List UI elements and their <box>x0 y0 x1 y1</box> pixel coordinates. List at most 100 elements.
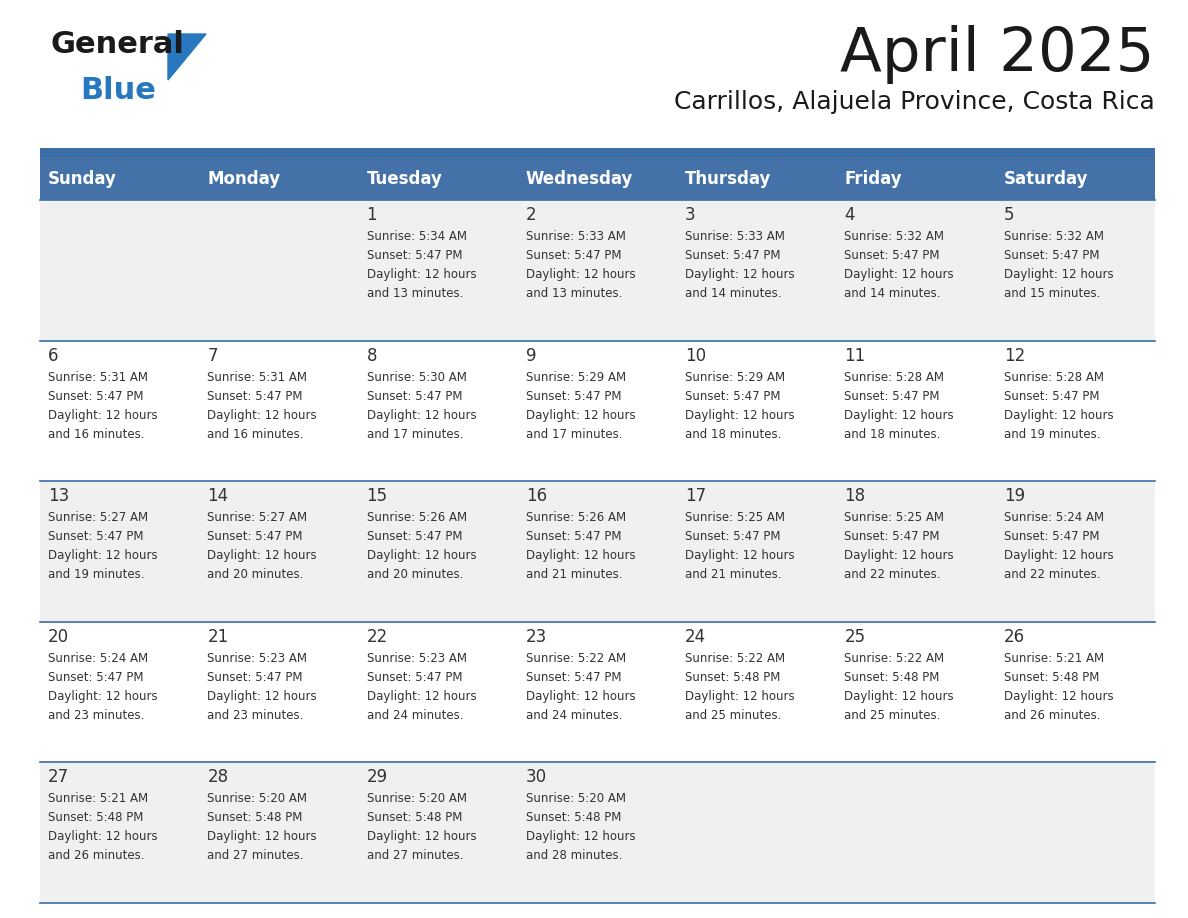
Text: Daylight: 12 hours: Daylight: 12 hours <box>367 549 476 562</box>
Text: Sunset: 5:47 PM: Sunset: 5:47 PM <box>207 531 303 543</box>
Text: Sunset: 5:48 PM: Sunset: 5:48 PM <box>207 812 303 824</box>
Text: Sunset: 5:47 PM: Sunset: 5:47 PM <box>367 671 462 684</box>
Text: and 27 minutes.: and 27 minutes. <box>207 849 304 862</box>
Text: and 22 minutes.: and 22 minutes. <box>845 568 941 581</box>
Text: Sunrise: 5:27 AM: Sunrise: 5:27 AM <box>48 511 148 524</box>
Text: and 19 minutes.: and 19 minutes. <box>1004 428 1100 441</box>
Text: Daylight: 12 hours: Daylight: 12 hours <box>1004 268 1113 281</box>
Text: and 16 minutes.: and 16 minutes. <box>48 428 145 441</box>
Text: Carrillos, Alajuela Province, Costa Rica: Carrillos, Alajuela Province, Costa Rica <box>675 90 1155 114</box>
Text: Daylight: 12 hours: Daylight: 12 hours <box>685 689 795 703</box>
Text: Sunset: 5:47 PM: Sunset: 5:47 PM <box>526 389 621 403</box>
Text: and 13 minutes.: and 13 minutes. <box>367 287 463 300</box>
Text: 8: 8 <box>367 347 377 364</box>
Text: 16: 16 <box>526 487 546 505</box>
Text: Sunrise: 5:26 AM: Sunrise: 5:26 AM <box>367 511 467 524</box>
Text: 15: 15 <box>367 487 387 505</box>
Text: 5: 5 <box>1004 206 1015 224</box>
Text: Daylight: 12 hours: Daylight: 12 hours <box>1004 549 1113 562</box>
Bar <box>200 157 359 200</box>
Text: 9: 9 <box>526 347 536 364</box>
Text: Daylight: 12 hours: Daylight: 12 hours <box>207 409 317 421</box>
Text: Daylight: 12 hours: Daylight: 12 hours <box>526 689 636 703</box>
Text: and 16 minutes.: and 16 minutes. <box>207 428 304 441</box>
Text: Thursday: Thursday <box>685 170 771 187</box>
Text: Daylight: 12 hours: Daylight: 12 hours <box>1004 689 1113 703</box>
Bar <box>40 157 200 200</box>
Text: 23: 23 <box>526 628 548 645</box>
Text: 14: 14 <box>207 487 228 505</box>
Text: Sunrise: 5:20 AM: Sunrise: 5:20 AM <box>367 792 467 805</box>
Text: and 26 minutes.: and 26 minutes. <box>48 849 145 862</box>
Text: Daylight: 12 hours: Daylight: 12 hours <box>48 549 158 562</box>
Text: Daylight: 12 hours: Daylight: 12 hours <box>526 831 636 844</box>
Text: Daylight: 12 hours: Daylight: 12 hours <box>48 689 158 703</box>
Text: Daylight: 12 hours: Daylight: 12 hours <box>207 831 317 844</box>
Text: Sunrise: 5:31 AM: Sunrise: 5:31 AM <box>207 371 308 384</box>
Text: Daylight: 12 hours: Daylight: 12 hours <box>207 549 317 562</box>
Text: and 14 minutes.: and 14 minutes. <box>685 287 782 300</box>
Text: Sunset: 5:47 PM: Sunset: 5:47 PM <box>48 531 144 543</box>
Text: Sunrise: 5:24 AM: Sunrise: 5:24 AM <box>1004 511 1104 524</box>
Text: Sunrise: 5:23 AM: Sunrise: 5:23 AM <box>207 652 308 665</box>
Text: Sunrise: 5:20 AM: Sunrise: 5:20 AM <box>526 792 626 805</box>
Text: Daylight: 12 hours: Daylight: 12 hours <box>48 831 158 844</box>
Bar <box>40 763 1155 903</box>
Bar <box>40 481 1155 621</box>
Text: and 21 minutes.: and 21 minutes. <box>685 568 782 581</box>
Text: Sunrise: 5:31 AM: Sunrise: 5:31 AM <box>48 371 148 384</box>
Text: Daylight: 12 hours: Daylight: 12 hours <box>526 409 636 421</box>
Text: Sunset: 5:48 PM: Sunset: 5:48 PM <box>1004 671 1099 684</box>
Bar <box>40 148 1155 157</box>
Bar <box>40 621 1155 763</box>
Text: 25: 25 <box>845 628 866 645</box>
Text: Tuesday: Tuesday <box>367 170 442 187</box>
Text: and 20 minutes.: and 20 minutes. <box>207 568 304 581</box>
Text: Sunset: 5:47 PM: Sunset: 5:47 PM <box>526 249 621 262</box>
Bar <box>836 157 996 200</box>
Text: Sunset: 5:47 PM: Sunset: 5:47 PM <box>1004 531 1099 543</box>
Text: and 28 minutes.: and 28 minutes. <box>526 849 623 862</box>
Text: Sunset: 5:47 PM: Sunset: 5:47 PM <box>845 531 940 543</box>
Text: Sunset: 5:47 PM: Sunset: 5:47 PM <box>367 389 462 403</box>
Text: and 18 minutes.: and 18 minutes. <box>685 428 782 441</box>
Text: Monday: Monday <box>207 170 280 187</box>
Text: Sunset: 5:47 PM: Sunset: 5:47 PM <box>526 671 621 684</box>
Text: Sunset: 5:47 PM: Sunset: 5:47 PM <box>1004 389 1099 403</box>
Text: Sunset: 5:47 PM: Sunset: 5:47 PM <box>48 671 144 684</box>
Text: 3: 3 <box>685 206 696 224</box>
Text: 7: 7 <box>207 347 217 364</box>
Text: Sunset: 5:47 PM: Sunset: 5:47 PM <box>845 389 940 403</box>
Text: 19: 19 <box>1004 487 1025 505</box>
Text: Sunrise: 5:27 AM: Sunrise: 5:27 AM <box>207 511 308 524</box>
Text: 21: 21 <box>207 628 228 645</box>
Text: Daylight: 12 hours: Daylight: 12 hours <box>845 268 954 281</box>
Text: 28: 28 <box>207 768 228 787</box>
Text: Daylight: 12 hours: Daylight: 12 hours <box>845 549 954 562</box>
Text: 27: 27 <box>48 768 69 787</box>
Text: Sunrise: 5:22 AM: Sunrise: 5:22 AM <box>685 652 785 665</box>
Bar <box>40 341 1155 481</box>
Text: and 23 minutes.: and 23 minutes. <box>48 709 145 722</box>
Text: Sunrise: 5:21 AM: Sunrise: 5:21 AM <box>1004 652 1104 665</box>
Text: Sunset: 5:47 PM: Sunset: 5:47 PM <box>367 249 462 262</box>
Bar <box>359 157 518 200</box>
Text: Sunrise: 5:29 AM: Sunrise: 5:29 AM <box>526 371 626 384</box>
Text: Daylight: 12 hours: Daylight: 12 hours <box>526 549 636 562</box>
Text: Saturday: Saturday <box>1004 170 1088 187</box>
Text: Sunset: 5:47 PM: Sunset: 5:47 PM <box>48 389 144 403</box>
Polygon shape <box>168 34 206 80</box>
Text: and 24 minutes.: and 24 minutes. <box>367 709 463 722</box>
Text: Sunset: 5:47 PM: Sunset: 5:47 PM <box>685 531 781 543</box>
Text: Sunset: 5:48 PM: Sunset: 5:48 PM <box>685 671 781 684</box>
Text: Sunset: 5:48 PM: Sunset: 5:48 PM <box>367 812 462 824</box>
Text: and 26 minutes.: and 26 minutes. <box>1004 709 1100 722</box>
Text: and 25 minutes.: and 25 minutes. <box>685 709 782 722</box>
Text: 24: 24 <box>685 628 707 645</box>
Text: 29: 29 <box>367 768 387 787</box>
Text: Sunrise: 5:34 AM: Sunrise: 5:34 AM <box>367 230 467 243</box>
Text: Sunset: 5:48 PM: Sunset: 5:48 PM <box>845 671 940 684</box>
Text: Friday: Friday <box>845 170 902 187</box>
Text: Sunrise: 5:21 AM: Sunrise: 5:21 AM <box>48 792 148 805</box>
Text: Daylight: 12 hours: Daylight: 12 hours <box>685 549 795 562</box>
